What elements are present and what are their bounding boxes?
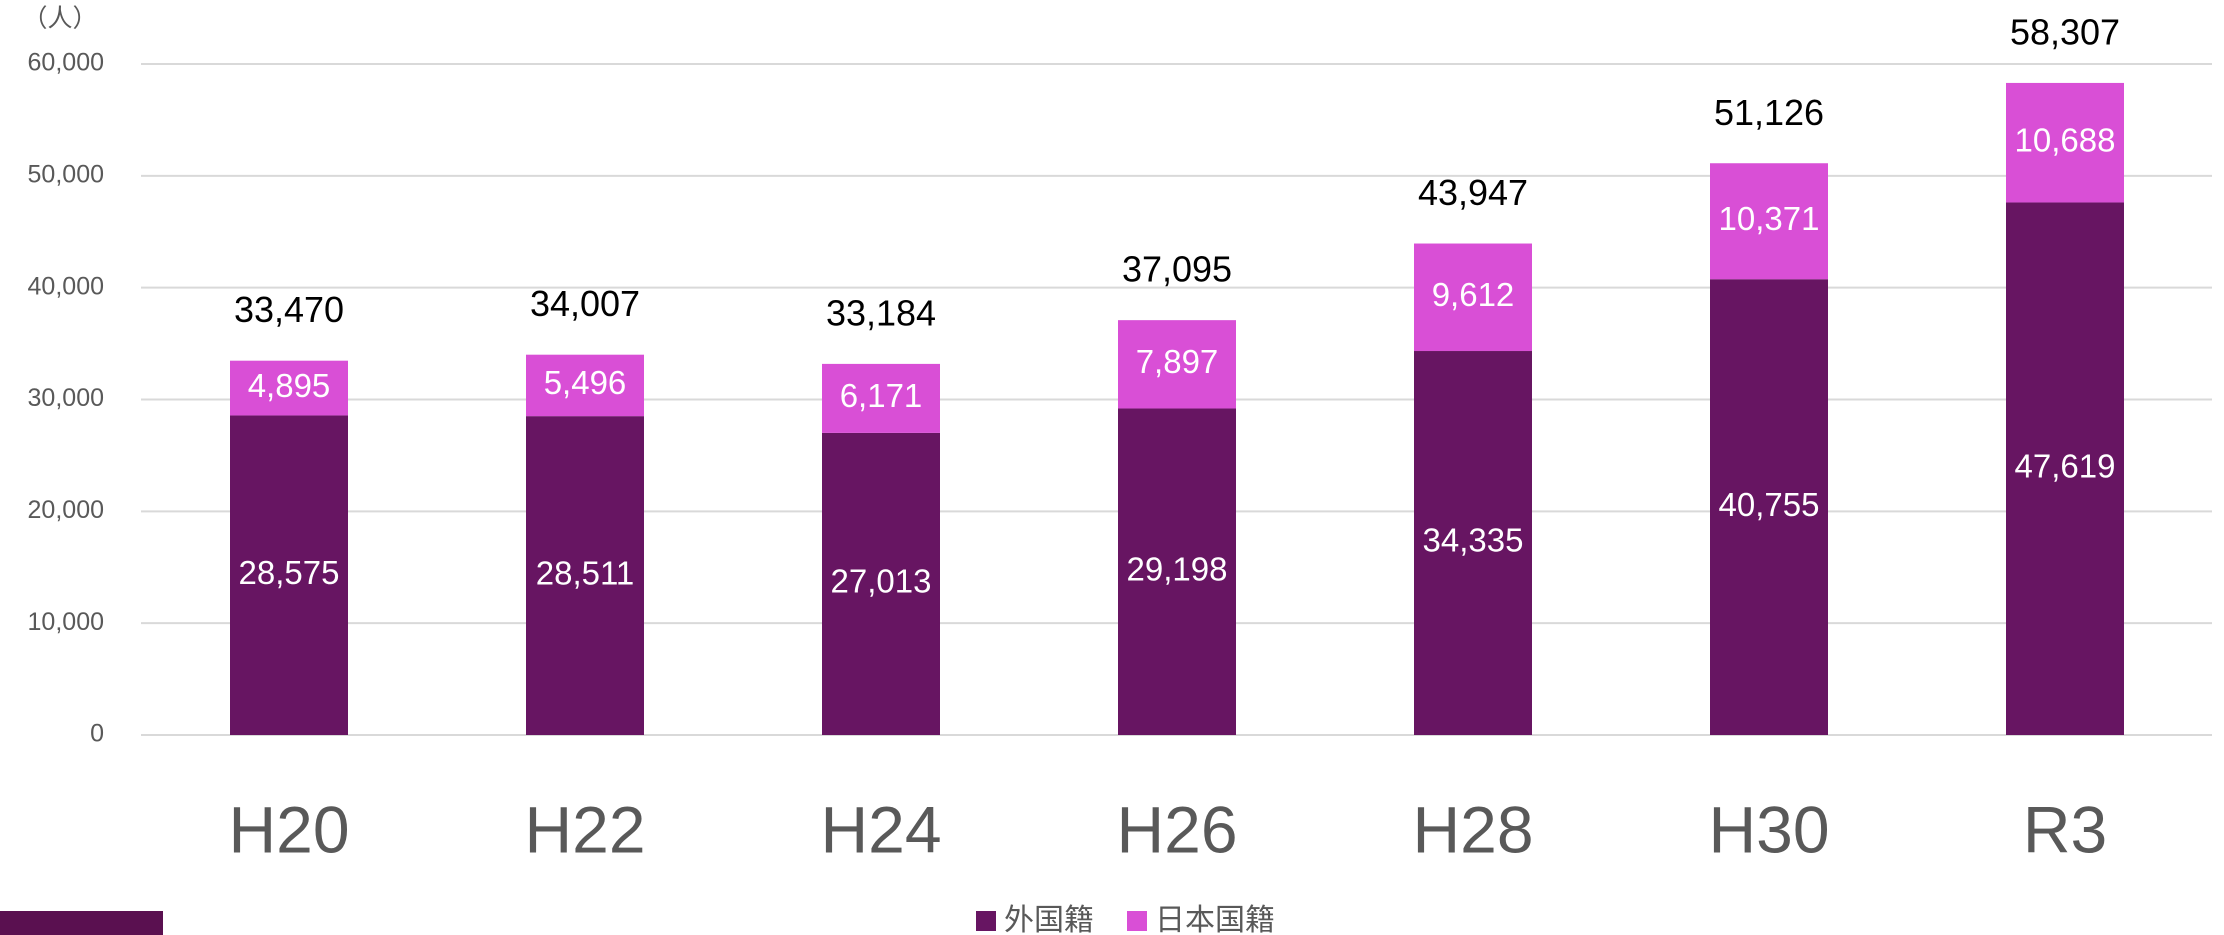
bar-segment <box>822 363 940 433</box>
bar-segment <box>1710 279 1828 735</box>
x-tick-label: H28 <box>1412 792 1533 866</box>
bar-segment <box>2006 202 2124 736</box>
y-tick-label: 60,000 <box>28 49 104 77</box>
bar-segment <box>1118 320 1236 409</box>
decor-bar <box>0 911 163 935</box>
x-tick-label: H22 <box>524 792 645 866</box>
segment-label: 9,612 <box>1432 276 1515 313</box>
bar-segment <box>1414 243 1532 352</box>
total-label: 51,126 <box>1714 92 1824 133</box>
legend-swatch <box>976 911 996 931</box>
y-tick-label: 20,000 <box>28 496 104 524</box>
segment-label: 7,897 <box>1136 343 1219 380</box>
segment-label: 34,335 <box>1423 522 1524 559</box>
y-tick-label: 40,000 <box>28 272 104 300</box>
x-tick-label: H30 <box>1708 792 1829 866</box>
legend-swatch <box>1127 911 1147 931</box>
segment-label: 47,619 <box>2015 447 2116 484</box>
segment-label: 10,688 <box>2015 121 2116 158</box>
x-tick-label: H24 <box>820 792 941 866</box>
legend-label: 外国籍 <box>1004 904 1094 935</box>
y-tick-label: 10,000 <box>28 608 104 636</box>
segment-label: 6,171 <box>840 377 923 414</box>
total-label: 58,307 <box>2010 11 2120 52</box>
y-tick-label: 30,000 <box>28 384 104 412</box>
total-label: 43,947 <box>1418 172 1528 213</box>
segment-label: 40,755 <box>1719 486 1820 523</box>
y-tick-label: 50,000 <box>28 160 104 188</box>
segment-label: 27,013 <box>831 563 932 600</box>
segment-label: 10,371 <box>1719 200 1820 237</box>
bar-segment <box>230 415 348 735</box>
segment-label: 28,511 <box>536 554 634 591</box>
bar-segment <box>1414 351 1532 735</box>
x-tick-label: R3 <box>2023 792 2107 866</box>
total-label: 33,184 <box>826 292 936 333</box>
y-tick-label: 0 <box>90 720 104 748</box>
y-axis-unit: （人） <box>22 5 97 33</box>
bar-segment <box>230 360 348 416</box>
bar-segment <box>2006 82 2124 203</box>
segment-label: 29,198 <box>1127 550 1228 587</box>
bar-segment <box>526 354 644 417</box>
x-tick-label: H26 <box>1116 792 1237 866</box>
x-tick-label: H20 <box>228 792 349 866</box>
total-label: 37,095 <box>1122 249 1232 290</box>
bar-segment <box>822 432 940 735</box>
bar-segment <box>1118 408 1236 735</box>
segment-label: 5,496 <box>544 364 627 401</box>
legend-label: 日本国籍 <box>1155 904 1275 935</box>
segment-label: 28,575 <box>239 554 340 591</box>
total-label: 33,470 <box>234 289 344 330</box>
bar-segment <box>1710 163 1828 280</box>
bar-segment <box>526 416 644 735</box>
total-label: 34,007 <box>530 283 640 324</box>
segment-label: 4,895 <box>248 367 331 404</box>
